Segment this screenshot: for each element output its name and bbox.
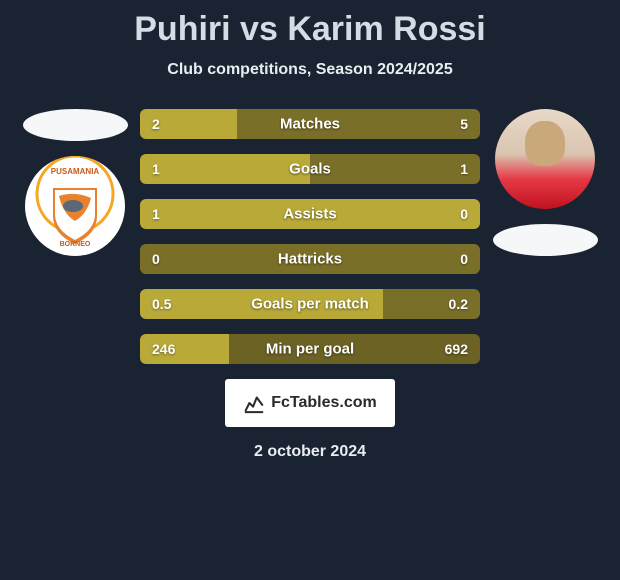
stat-row: 0 1 Assists (140, 199, 480, 229)
stat-label: Goals (289, 161, 331, 178)
stat-row: 0.5 0.2 Goals per match (140, 289, 480, 319)
stat-label: Hattricks (278, 251, 342, 268)
stat-value-left: 0 (152, 251, 160, 267)
stat-value-right: 0 (460, 251, 468, 267)
stat-value-left: 1 (152, 206, 160, 222)
main-area: PUSAMANIA BORNEO 2 5 Matches 1 1 Goals 0 1 Assis… (0, 109, 620, 364)
title-vs: vs (240, 10, 278, 48)
date: 2 october 2024 (0, 443, 620, 461)
stat-label: Min per goal (266, 341, 354, 358)
player1-placeholder-ellipse (23, 109, 128, 141)
stat-bars: 25Matches11Goals01Assists00Hattricks0.50… (140, 109, 480, 364)
stat-row: 1 1 Goals (140, 154, 480, 184)
left-column: PUSAMANIA BORNEO (20, 109, 130, 256)
right-column (490, 109, 600, 256)
player2-club-placeholder-ellipse (493, 224, 598, 256)
subtitle: Club competitions, Season 2024/2025 (0, 61, 620, 79)
stat-value-right: 5 (460, 116, 468, 132)
stat-value-left: 2 (152, 116, 160, 132)
stat-row: 0 0 Hattricks (140, 244, 480, 274)
title-player1: Puhiri (134, 10, 230, 48)
brand-badge: FcTables.com (225, 379, 395, 427)
stat-row: 2 5 Matches (140, 109, 480, 139)
svg-text:BORNEO: BORNEO (60, 241, 91, 248)
stat-label: Assists (283, 206, 336, 223)
comparison-infographic: Puhiri vs Karim Rossi Club competitions,… (0, 0, 620, 580)
stat-label: Goals per match (251, 296, 369, 313)
stat-bar-right: 5 (237, 109, 480, 139)
stat-bar-left: 246 (140, 334, 229, 364)
stat-value-right: 0.2 (449, 296, 468, 312)
stat-value-left: 0.5 (152, 296, 171, 312)
stat-bar-right: 0.2 (383, 289, 480, 319)
stat-value-left: 1 (152, 161, 160, 177)
stat-bar-left: 1 (140, 154, 310, 184)
brand-text: FcTables.com (271, 394, 377, 412)
player2-avatar (495, 109, 595, 209)
stat-label: Matches (280, 116, 340, 133)
stat-row: 246 692 Min per goal (140, 334, 480, 364)
club-shield-icon: PUSAMANIA BORNEO (25, 156, 125, 256)
page-title: Puhiri vs Karim Rossi (0, 10, 620, 49)
stat-bar-left: 2 (140, 109, 237, 139)
svg-text:PUSAMANIA: PUSAMANIA (51, 167, 100, 176)
player1-club-logo: PUSAMANIA BORNEO (25, 156, 125, 256)
stat-value-right: 0 (460, 206, 468, 222)
stat-bar-right: 1 (310, 154, 480, 184)
chart-icon (243, 392, 265, 414)
stat-value-left: 246 (152, 341, 175, 357)
title-player2: Karim Rossi (287, 10, 485, 48)
stat-value-right: 1 (460, 161, 468, 177)
stat-value-right: 692 (445, 341, 468, 357)
